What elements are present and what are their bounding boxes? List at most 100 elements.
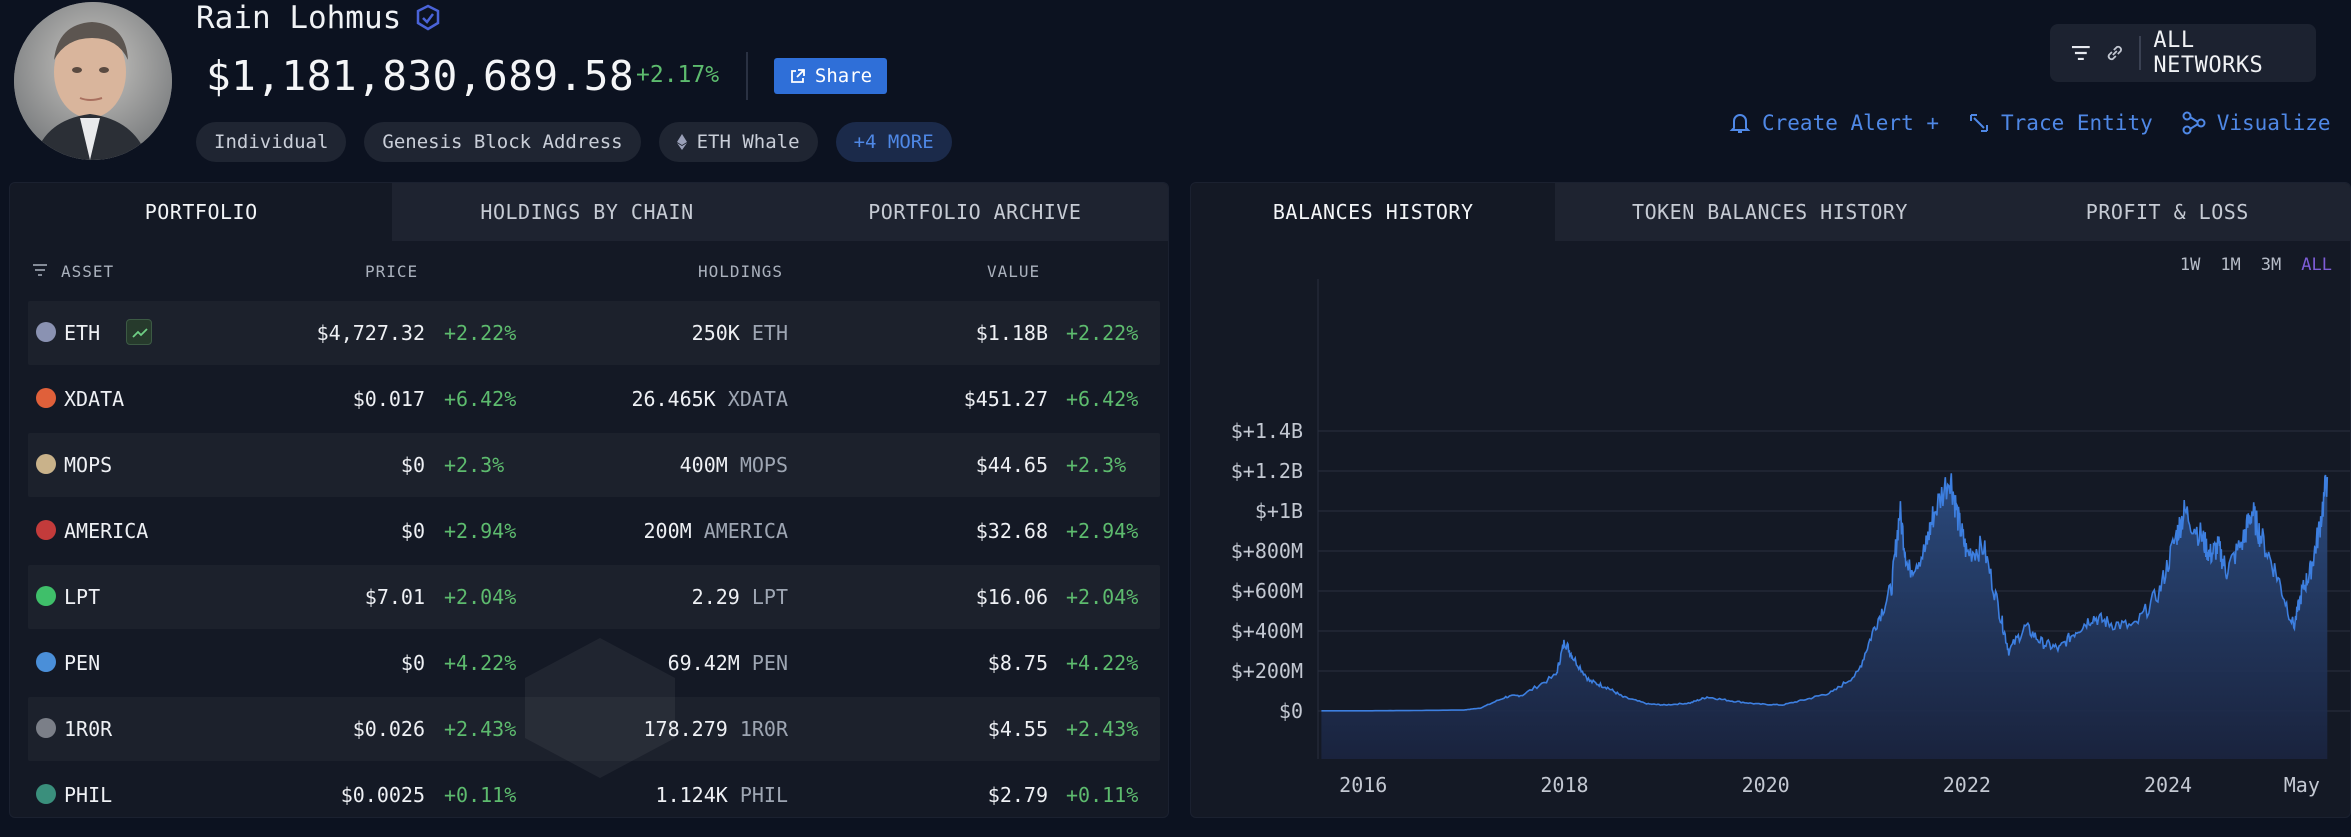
more-tags-button[interactable]: +4 MORE (835, 122, 952, 162)
balance-change: +2.17% (636, 62, 720, 88)
tab-token-balances-history[interactable]: TOKEN BALANCES HISTORY (1632, 200, 1908, 224)
asset-value: $8.75 (987, 651, 1048, 675)
asset-ticker[interactable]: 1R0R (64, 717, 113, 741)
tab-profit-loss[interactable]: PROFIT & LOSS (2085, 200, 2249, 224)
filter-icon[interactable] (2070, 42, 2092, 64)
table-row[interactable]: AMERICA $0 +2.94% 200M AMERICA $32.68 +2.94% (28, 499, 1160, 563)
asset-holdings: 26.465K XDATA (631, 387, 788, 411)
tag-eth-whale[interactable]: ETH Whale (658, 122, 818, 162)
tag-individual[interactable]: Individual (196, 122, 347, 162)
table-row[interactable]: XDATA $0.017 +6.42% 26.465K XDATA $451.27 +6.… (28, 367, 1160, 431)
holdings-amount: 400M (679, 453, 728, 477)
tab-balances-history[interactable]: BALANCES HISTORY (1191, 183, 1556, 241)
range-1m[interactable]: 1M (2220, 255, 2241, 275)
table-row[interactable]: PHIL $0.0025 +0.11% 1.124K PHIL $2.79 +0.11% (28, 763, 1160, 817)
asset-ticker[interactable]: LPT (64, 585, 101, 609)
asset-value: $44.65 (975, 453, 1048, 477)
share-label: Share (814, 65, 873, 87)
verified-icon (417, 4, 440, 31)
price-change: +2.04% (444, 585, 517, 609)
share-button[interactable]: Share (774, 58, 887, 94)
value-change: +2.43% (1066, 717, 1139, 741)
y-tick-label: $+1.2B (1231, 459, 1303, 483)
balances-history-chart[interactable]: $0 $+200M $+400M $+600M $+800M $+1B $+1.2B $+1.… (1191, 183, 2351, 818)
holdings-unit: ETH (751, 321, 788, 345)
asset-value: $1.18B (975, 321, 1048, 345)
asset-value: $2.79 (987, 783, 1048, 807)
pen-icon (36, 652, 56, 672)
bell-icon (1729, 114, 1751, 133)
range-selector: 1W 1M 3M ALL (2180, 255, 2332, 275)
balance-area (1321, 473, 2328, 759)
asset-ticker[interactable]: ETH (64, 321, 101, 345)
holdings-amount: 2.29 (691, 585, 740, 609)
range-all[interactable]: ALL (2301, 255, 2332, 275)
balance-series-line (1321, 473, 2329, 712)
tag-genesis-block[interactable]: Genesis Block Address (364, 122, 641, 162)
asset-holdings: 400M MOPS (680, 453, 788, 477)
visualize-label: Visualize (2216, 111, 2331, 135)
entity-actions: Create Alert + Trace Entity Visualize (1728, 110, 2331, 136)
more-tags-label: +4 MORE (853, 131, 934, 153)
header-holdings[interactable]: HOLDINGS (698, 262, 784, 281)
tab-holdings-by-chain[interactable]: HOLDINGS BY CHAIN (480, 200, 694, 224)
create-alert-button[interactable]: Create Alert + (1728, 110, 1939, 136)
visualize-button[interactable]: Visualize (2181, 110, 2331, 136)
asset-holdings: 1.124K PHIL (656, 783, 788, 807)
value-change: +2.3% (1066, 453, 1127, 477)
table-row[interactable]: ETH $4,727.32 +2.22% 250K ETH $1.18B +2.22% (28, 301, 1160, 365)
table-header: ASSET PRICE HOLDINGS VALUE (10, 241, 1168, 301)
sort-icon[interactable] (32, 262, 48, 281)
asset-value: $16.06 (975, 585, 1048, 609)
y-tick-label: $+1B (1255, 499, 1303, 523)
price-change: +2.3% (444, 453, 505, 477)
history-tabs: BALANCES HISTORY TOKEN BALANCES HISTORY … (1191, 183, 2350, 241)
header-price[interactable]: PRICE (365, 262, 419, 281)
asset-price: $0.026 (352, 717, 425, 741)
holdings-amount: 178.279 (643, 717, 728, 741)
asset-ticker[interactable]: PEN (64, 651, 101, 675)
y-tick-label: $+600M (1231, 579, 1303, 603)
value-change: +4.22% (1066, 651, 1139, 675)
price-change: +4.22% (444, 651, 517, 675)
value-change: +6.42% (1066, 387, 1139, 411)
header-value[interactable]: VALUE (987, 262, 1041, 281)
trend-chart-icon[interactable] (126, 319, 152, 345)
link-icon[interactable] (2104, 42, 2126, 64)
header-divider (746, 52, 748, 100)
tab-portfolio-archive[interactable]: PORTFOLIO ARCHIVE (868, 200, 1082, 224)
range-3m[interactable]: 3M (2260, 255, 2282, 275)
table-row[interactable]: LPT $7.01 +2.04% 2.29 LPT $16.06 +2.04% (28, 565, 1160, 629)
asset-holdings: 2.29 LPT (692, 585, 788, 609)
trace-icon (1970, 114, 1989, 132)
y-tick-label: $0 (1279, 699, 1303, 723)
holdings-amount: 69.42M (667, 651, 740, 675)
trace-entity-button[interactable]: Trace Entity (1967, 110, 2153, 136)
y-tick-label: $+1.4B (1231, 419, 1303, 443)
x-tick-label: 2018 (1540, 773, 1588, 797)
graph-icon (2182, 111, 2206, 135)
external-link-icon (790, 68, 805, 83)
x-tick-label: 2022 (1943, 773, 1991, 797)
table-row[interactable]: 1R0R $0.026 +2.43% 178.279 1R0R $4.55 +2.43% (28, 697, 1160, 761)
xdata-icon (36, 388, 56, 408)
tab-portfolio[interactable]: PORTFOLIO (10, 183, 393, 241)
header-asset[interactable]: ASSET (61, 262, 115, 281)
network-selector[interactable]: ALL NETWORKS (2050, 24, 2316, 82)
asset-price: $4,727.32 (316, 321, 425, 345)
table-row[interactable]: MOPS $0 +2.3% 400M MOPS $44.65 +2.3% (28, 433, 1160, 497)
x-tick-label: 2020 (1742, 773, 1790, 797)
asset-ticker[interactable]: PHIL (64, 783, 113, 807)
asset-holdings: 69.42M PEN (668, 651, 788, 675)
asset-ticker[interactable]: MOPS (64, 453, 113, 477)
asset-ticker[interactable]: XDATA (64, 387, 125, 411)
price-change: +2.43% (444, 717, 517, 741)
asset-value: $32.68 (975, 519, 1048, 543)
table-row[interactable]: PEN $0 +4.22% 69.42M PEN $8.75 +4.22% (28, 631, 1160, 695)
price-change: +2.22% (444, 321, 517, 345)
avatar (14, 2, 172, 160)
eth-icon (676, 134, 687, 150)
range-1w[interactable]: 1W (2179, 255, 2201, 275)
asset-ticker[interactable]: AMERICA (64, 519, 149, 543)
total-balance: $1,181,830,689.58 (206, 52, 635, 100)
